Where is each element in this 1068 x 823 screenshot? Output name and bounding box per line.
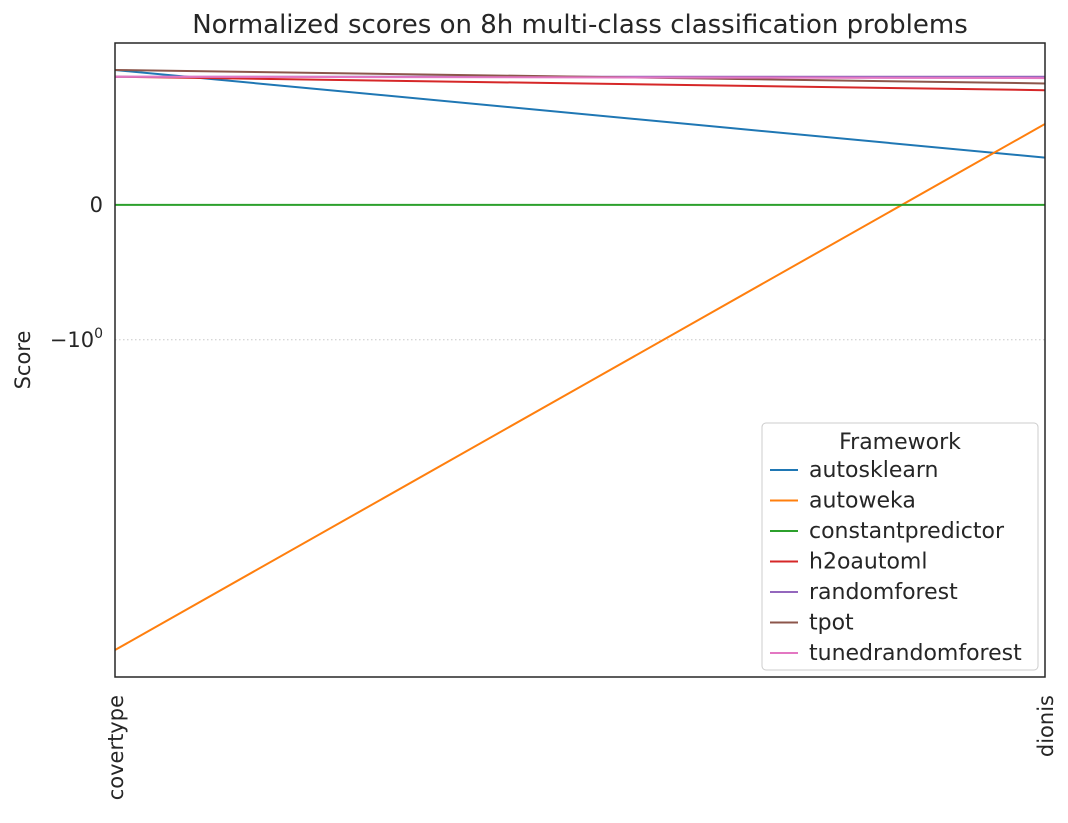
- legend: Framework autosklearn autoweka constantpre…: [761, 422, 1039, 671]
- legend-title: Framework: [839, 430, 961, 455]
- series-line-autoweka: [114, 123, 1046, 651]
- legend-label: autosklearn: [809, 458, 938, 483]
- series-layer: [114, 68, 1046, 651]
- series-line-h2oautoml: [114, 75, 1046, 92]
- y-axis-label: Score: [11, 331, 35, 390]
- chart-title: Normalized scores on 8h multi-class clas…: [192, 10, 968, 40]
- series-line-autosklearn: [114, 68, 1046, 159]
- plot-frame: [114, 42, 1046, 678]
- legend-label: h2oautoml: [809, 550, 927, 575]
- legend-label: constantpredictor: [809, 519, 1005, 544]
- y-tick-label: 0: [90, 193, 103, 217]
- series-line-tunedrandomforest: [114, 75, 1046, 80]
- x-tick-label: dionis: [1034, 695, 1058, 757]
- legend-items: autosklearn autoweka constantpredictor h2oa…: [770, 458, 1022, 666]
- legend-label: randomforest: [809, 580, 958, 605]
- legend-label: tpot: [809, 611, 854, 636]
- legend-label: tunedrandomforest: [809, 641, 1022, 666]
- legend-box: [761, 422, 1039, 671]
- legend-label: autoweka: [809, 489, 916, 514]
- y-tick-label: −100: [50, 326, 103, 352]
- ticks-layer: 0 −100 covertype dionis: [50, 193, 1058, 800]
- x-tick-label: covertype: [104, 695, 128, 800]
